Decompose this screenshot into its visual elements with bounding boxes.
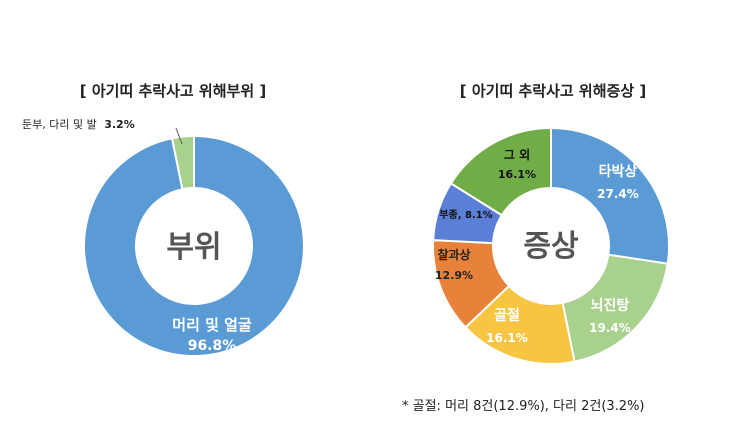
chart2-title: [ 아기띠 추락사고 위해증상 ]: [460, 82, 646, 100]
chart1-slice-1: [83, 134, 305, 357]
chart2-value-other: 16.1%: [498, 168, 536, 181]
chart1-value-small: 3.2%: [104, 118, 135, 131]
chart2-value-swelling: 8.1%: [465, 210, 493, 221]
chart1-category-big: 머리 및 얼굴: [172, 316, 252, 334]
chart2-category-bruise: 타박상: [599, 163, 638, 180]
chart2-slice-1: [550, 126, 670, 265]
chart1-donut: [83, 134, 305, 357]
chart2-category-fracture: 골절: [494, 308, 520, 324]
chart2-value-concussion: 19.4%: [589, 321, 631, 335]
chart2-value-bruise: 27.4%: [597, 187, 639, 201]
chart1-label-small-slice: 둔부, 다리 및 발 3.2%: [22, 118, 135, 131]
chart1-center-label: 부위: [166, 230, 221, 265]
chart1-category-small: 둔부, 다리 및 발: [22, 118, 97, 131]
chart1-value-big: 96.8%: [188, 338, 237, 354]
chart2-value-abrasion: 12.9%: [435, 269, 473, 282]
chart2-center-label: 증상: [523, 229, 579, 264]
chart1-title: [ 아기띠 추락사고 위해부위 ]: [80, 82, 266, 100]
chart2-category-swelling: 부종: [439, 209, 457, 221]
chart2-category-abrasion: 찰과상: [437, 247, 470, 262]
chart2-donut: [432, 126, 670, 365]
chart2-category-other: 그 외: [504, 147, 530, 162]
chart2-slice-6: [449, 126, 552, 217]
chart2-label-swelling: 부종, 8.1%: [439, 209, 492, 221]
chart1-callout-line: [175, 127, 183, 145]
chart2-footnote: * 골절: 머리 8건(12.9%), 다리 2건(3.2%): [402, 399, 645, 414]
chart2-value-fracture: 16.1%: [486, 331, 528, 345]
chart2-category-concussion: 뇌진탕: [591, 297, 630, 314]
